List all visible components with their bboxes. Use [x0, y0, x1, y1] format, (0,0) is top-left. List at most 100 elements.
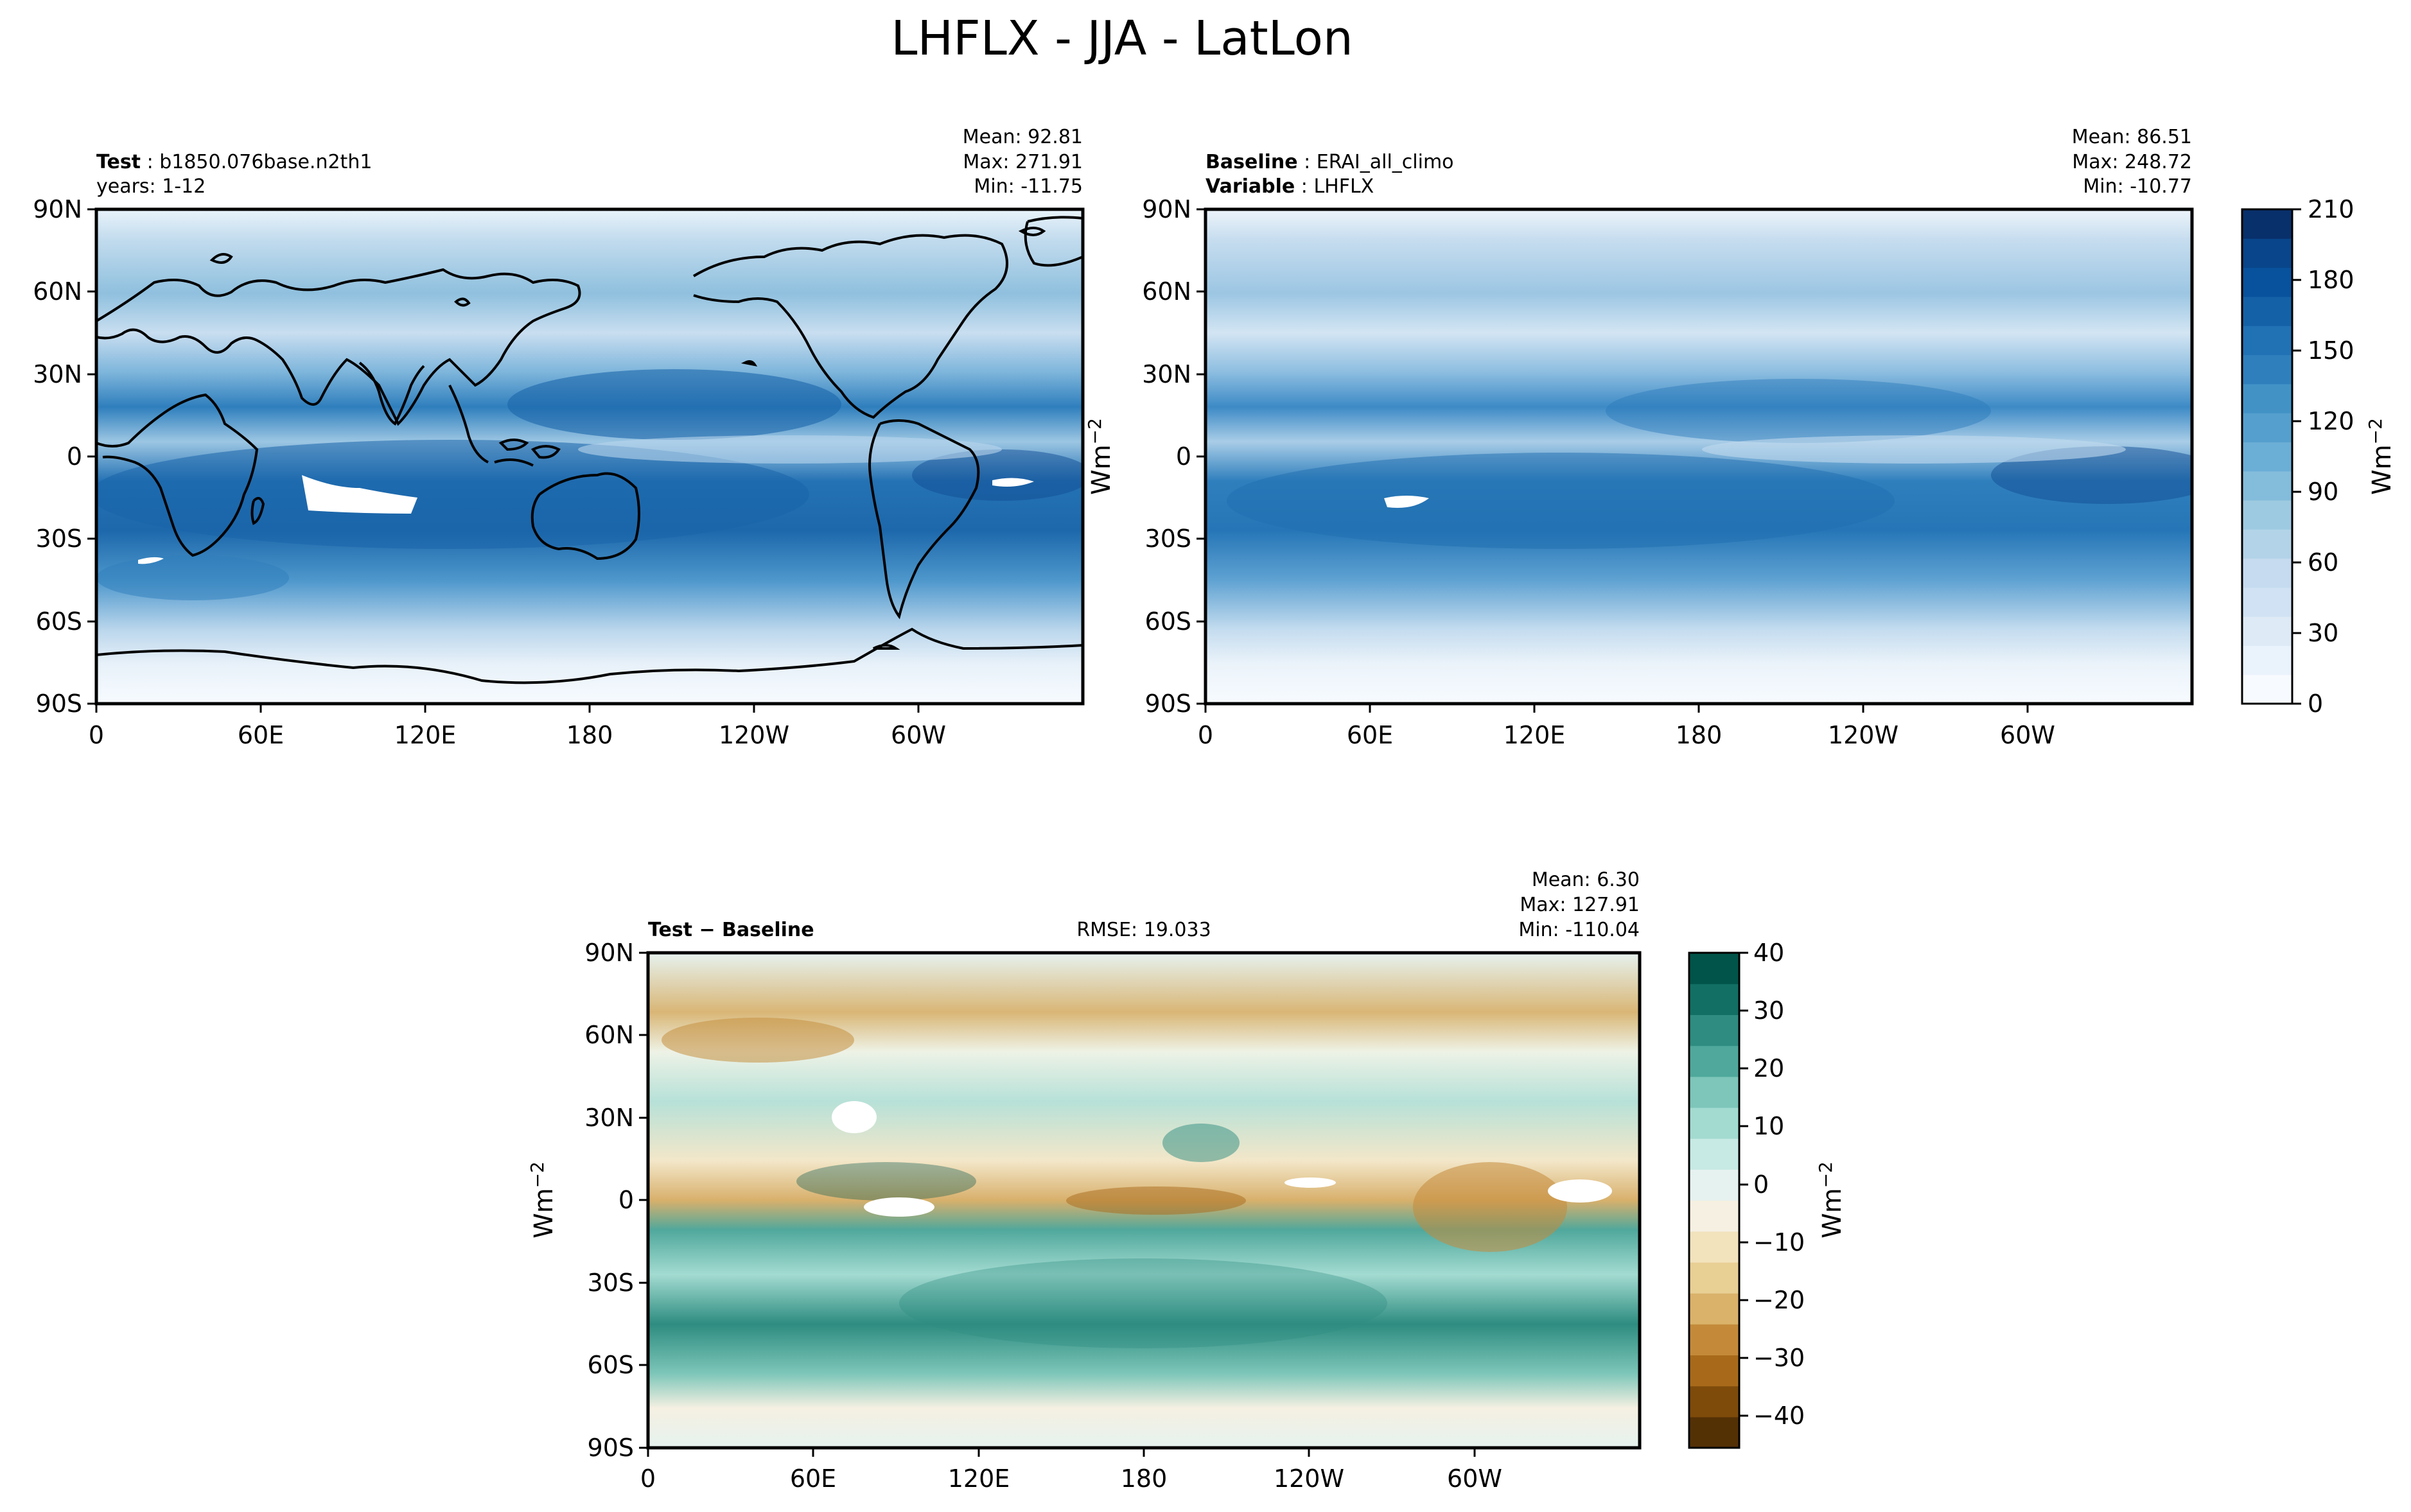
baseline-title-line-2: Variable : LHFLX	[1206, 175, 1374, 198]
difference-map-field	[648, 953, 1640, 1448]
test-ytick: 30N	[33, 360, 82, 388]
blues-colorbar-step	[2242, 296, 2292, 326]
diverging-colorbar-tick: 20	[1753, 1054, 1784, 1082]
baseline-ytick: 30S	[1145, 525, 1191, 553]
blues-colorbar-step	[2242, 616, 2292, 647]
baseline-ytick: 60S	[1145, 607, 1191, 636]
baseline-stat-max: Max: 248.72	[2072, 151, 2192, 173]
blues-colorbar-step	[2242, 238, 2292, 268]
baseline-ylabel: Wm−2	[1084, 418, 1116, 495]
baseline-y-axis: 90N 60N 30N 0 30S 60S 90S	[1142, 195, 1206, 718]
diverging-colorbar-tick: −40	[1753, 1402, 1805, 1430]
blues-colorbar-step	[2242, 413, 2292, 442]
difference-stat-mean: Mean: 6.30	[1532, 869, 1640, 891]
test-title-line-2: years: 1-12	[96, 175, 206, 198]
blues-colorbar-label: Wm−2	[2365, 418, 2397, 495]
baseline-xtick: 60W	[2000, 721, 2055, 749]
blues-colorbar-step	[2242, 354, 2292, 385]
blues-colorbar-step	[2242, 442, 2292, 472]
diverging-colorbar-step	[1689, 1138, 1739, 1170]
test-ytick: 60S	[36, 607, 82, 636]
difference-y-axis: 90N 60N 30N 0 30S 60S 90S	[584, 939, 648, 1462]
difference-ytick: 60S	[588, 1351, 634, 1379]
diverging-colorbar-label: Wm−2	[1815, 1161, 1847, 1238]
blues-colorbar-tick: 30	[2308, 619, 2338, 647]
test-ytick: 30S	[36, 525, 82, 553]
diverging-colorbar-steps	[1689, 953, 1739, 1448]
blues-colorbar-step	[2242, 267, 2292, 297]
diverging-colorbar-tick: 10	[1753, 1112, 1784, 1140]
diverging-colorbar-step	[1689, 1231, 1739, 1263]
diverging-colorbar-step	[1689, 1200, 1739, 1232]
blues-colorbar-tick: 210	[2308, 195, 2354, 223]
baseline-ytick: 30N	[1142, 360, 1191, 388]
diverging-colorbar-tick: 40	[1753, 939, 1784, 967]
baseline-map-field	[1206, 209, 2192, 704]
baseline-xtick: 120E	[1504, 721, 1566, 749]
test-panel: Test : b1850.076base.n2th1 years: 1-12 M…	[33, 126, 1085, 749]
test-title-line-1: Test : b1850.076base.n2th1	[96, 151, 372, 173]
baseline-ytick: 0	[1176, 442, 1191, 471]
blues-colorbar-tick: 90	[2308, 478, 2338, 506]
test-xtick: 120E	[394, 721, 457, 749]
diverging-colorbar-tick: 30	[1753, 996, 1784, 1025]
blues-colorbar: 210 180 150 120 90 60 30 0 Wm−2	[2241, 195, 2397, 718]
baseline-panel: Baseline : ERAI_all_climo Variable : LHF…	[1084, 126, 2397, 749]
baseline-xtick: 0	[1198, 721, 1213, 749]
baseline-xtick: 180	[1676, 721, 1723, 749]
baseline-ytick: 60N	[1142, 277, 1191, 306]
figure-title: LHFLX - JJA - LatLon	[891, 11, 1353, 66]
diverging-colorbar-step	[1689, 1169, 1739, 1201]
test-xtick: 120W	[719, 721, 789, 749]
difference-title: Test − Baseline	[648, 919, 814, 941]
diverging-colorbar-step	[1689, 1076, 1739, 1108]
test-ytick: 90N	[33, 195, 82, 223]
blues-colorbar-step	[2242, 529, 2292, 559]
diverging-colorbar-step	[1689, 1107, 1739, 1139]
diverging-colorbar-step	[1689, 1262, 1739, 1294]
blues-colorbar-step	[2242, 558, 2292, 588]
test-xtick: 60E	[238, 721, 284, 749]
diverging-colorbar-step	[1689, 984, 1739, 1015]
blues-colorbar-step	[2242, 674, 2292, 704]
blues-colorbar-tick: 120	[2308, 407, 2354, 435]
difference-xtick: 120E	[948, 1464, 1010, 1493]
difference-x-axis: 0 60E 120E 180 120W 60W	[640, 1448, 1502, 1493]
blues-colorbar-tick: 60	[2308, 548, 2338, 577]
baseline-ytick: 90S	[1145, 690, 1191, 718]
diverging-colorbar-step	[1689, 953, 1739, 984]
blues-colorbar-step	[2242, 326, 2292, 356]
difference-ytick: 30S	[588, 1269, 634, 1297]
baseline-stat-min: Min: -10.77	[2083, 175, 2192, 198]
diverging-colorbar: 40 30 20 10 0 −10 −20 −30 −40 Wm−2	[1688, 939, 1847, 1449]
diverging-colorbar-tick: 0	[1753, 1170, 1769, 1199]
baseline-xtick: 60E	[1347, 721, 1393, 749]
difference-rmse: RMSE: 19.033	[1076, 919, 1211, 941]
blues-colorbar-step	[2242, 209, 2292, 239]
test-stat-max: Max: 271.91	[963, 151, 1083, 173]
diverging-colorbar-tick: −10	[1753, 1228, 1805, 1256]
blues-colorbar-steps	[2242, 209, 2292, 704]
diverging-colorbar-tick: −20	[1753, 1286, 1805, 1314]
difference-ylabel: Wm−2	[527, 1161, 559, 1238]
test-xtick: 60W	[891, 721, 946, 749]
blues-colorbar-tick: 150	[2308, 336, 2354, 365]
difference-ytick: 60N	[584, 1021, 634, 1049]
diverging-colorbar-step	[1689, 1293, 1739, 1325]
difference-stat-max: Max: 127.91	[1520, 894, 1640, 916]
test-ytick: 60N	[33, 277, 82, 306]
test-y-axis: 90N 60N 30N 0 30S 60S 90S	[33, 195, 96, 718]
baseline-ytick: 90N	[1142, 195, 1191, 223]
diverging-colorbar-step	[1689, 1355, 1739, 1387]
baseline-x-axis: 0 60E 120E 180 120W 60W	[1198, 704, 2055, 749]
blues-colorbar-step	[2242, 587, 2292, 617]
difference-panel: Test − Baseline RMSE: 19.033 Mean: 6.30 …	[527, 869, 1847, 1493]
difference-ytick: 90N	[584, 939, 634, 967]
test-x-axis: 0 60E 120E 180 120W 60W	[89, 704, 946, 749]
test-xtick: 0	[89, 721, 104, 749]
difference-ytick: 90S	[588, 1434, 634, 1462]
test-ytick: 0	[67, 442, 82, 471]
blues-colorbar-step	[2242, 645, 2292, 675]
test-ytick: 90S	[36, 690, 82, 718]
